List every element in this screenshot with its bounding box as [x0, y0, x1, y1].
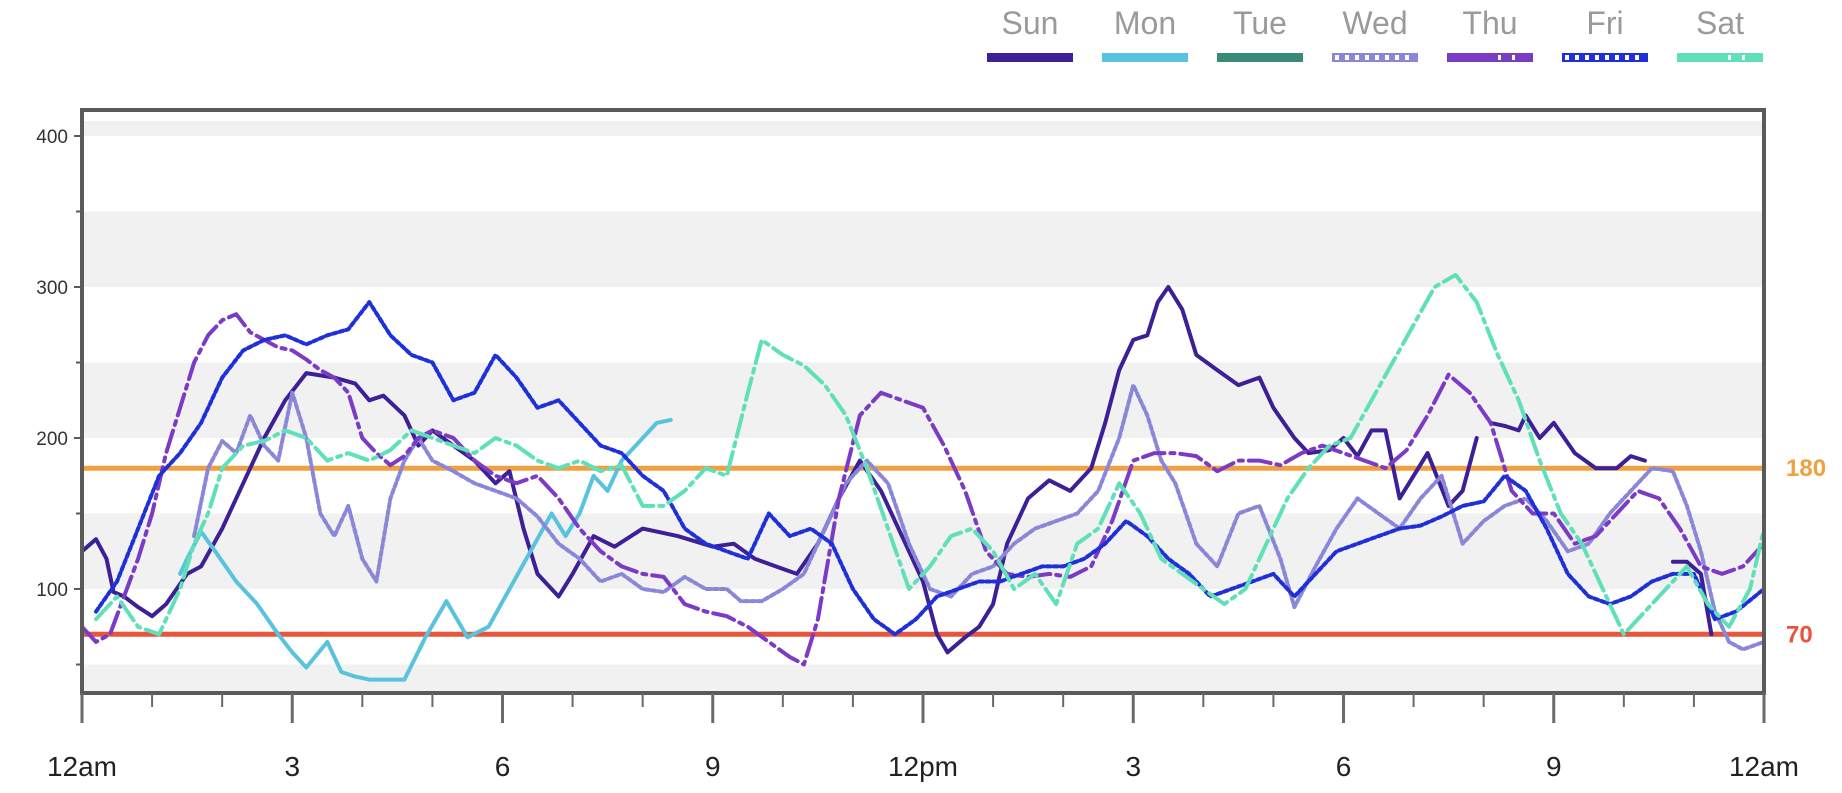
legend-swatch-tue	[1217, 53, 1303, 62]
legend-swatch-gap-sat	[1742, 55, 1745, 60]
legend-swatch-gap-sat	[1728, 55, 1731, 60]
series-line-thu-6	[82, 312, 1764, 667]
legend-item-mon: Mon	[1102, 5, 1188, 62]
legend-label-mon: Mon	[1114, 5, 1176, 41]
legend-swatch-gap-wed	[1355, 55, 1359, 60]
band-4	[82, 120, 1764, 136]
legend-swatch-gap-fri	[1615, 55, 1619, 60]
x-tick-label-0: 12am	[47, 751, 117, 782]
band-3	[82, 211, 1764, 287]
legend-swatch-gap-fri	[1575, 55, 1579, 60]
legend-swatch-gap-wed	[1345, 55, 1349, 60]
legend-swatch-thu	[1447, 53, 1533, 62]
band-0	[82, 664, 1764, 693]
y-tick-label-200: 200	[36, 429, 68, 450]
reference-lines: 180 70	[82, 455, 1826, 648]
legend-swatch-gap-fri	[1565, 55, 1569, 60]
series-line-mon-3	[178, 417, 673, 682]
x-tick-label-3: 3	[284, 751, 300, 782]
x-tick-label-9: 9	[705, 751, 721, 782]
axes: 100 200 300 400 12am 3 6 9 12pm 3 6 9 12am	[36, 127, 1799, 782]
legend-swatch-gap-wed	[1395, 55, 1399, 60]
x-tick-label-12: 12pm	[888, 751, 958, 782]
legend-item-thu: Thu	[1447, 5, 1533, 62]
legend-swatch-gap-fri	[1625, 55, 1629, 60]
series-line-wed-5	[192, 383, 1764, 652]
legend-swatch-gap-wed	[1375, 55, 1379, 60]
legend-item-fri: Fri	[1562, 5, 1648, 62]
legend-swatch-gap-fri	[1595, 55, 1599, 60]
legend-label-thu: Thu	[1462, 5, 1517, 41]
background-bands	[82, 110, 1764, 693]
legend-swatch-gap-wed	[1335, 55, 1339, 60]
series-line-sat-8	[94, 272, 1764, 637]
legend-item-sat: Sat	[1677, 5, 1763, 62]
legend-swatch-gap-fri	[1635, 55, 1639, 60]
legend-swatch-gap-wed	[1405, 55, 1409, 60]
band-2	[82, 362, 1764, 438]
legend-swatch-gap-fri	[1605, 55, 1609, 60]
legend-item-wed: Wed	[1332, 5, 1418, 62]
legend-item-sun: Sun	[987, 5, 1073, 62]
legend-swatch-gap-wed	[1365, 55, 1369, 60]
series-line-sun-1	[1488, 413, 1647, 471]
legend-swatch-mon	[1102, 53, 1188, 62]
legend-label-wed: Wed	[1342, 5, 1407, 41]
legend-label-sun: Sun	[1002, 5, 1059, 41]
legend-swatch-sun	[987, 53, 1073, 62]
x-tick-label-6: 6	[495, 751, 511, 782]
series-lines	[82, 272, 1764, 682]
legend-item-tue: Tue	[1217, 5, 1303, 62]
legend-swatch-gap-thu	[1512, 55, 1515, 60]
legend: Sun Mon Tue Wed Thu Fri Sat	[987, 5, 1763, 62]
x-tick-label-21: 9	[1546, 751, 1562, 782]
legend-swatch-gap-wed	[1385, 55, 1389, 60]
series-line-fri-7	[94, 300, 1764, 637]
reference-label-180: 180	[1786, 455, 1826, 482]
legend-swatch-gap-thu	[1498, 55, 1501, 60]
legend-label-fri: Fri	[1586, 5, 1623, 41]
y-tick-label-100: 100	[36, 580, 68, 601]
legend-swatch-gap-fri	[1585, 55, 1589, 60]
x-tick-label-18: 6	[1336, 751, 1352, 782]
x-tick-label-24: 12am	[1729, 751, 1799, 782]
x-tick-label-15: 3	[1125, 751, 1141, 782]
legend-swatch-sat	[1677, 53, 1763, 62]
legend-label-tue: Tue	[1233, 5, 1287, 41]
y-tick-label-300: 300	[36, 278, 68, 299]
y-tick-label-400: 400	[36, 127, 68, 148]
reference-label-70: 70	[1786, 621, 1813, 648]
legend-label-sat: Sat	[1696, 5, 1744, 41]
